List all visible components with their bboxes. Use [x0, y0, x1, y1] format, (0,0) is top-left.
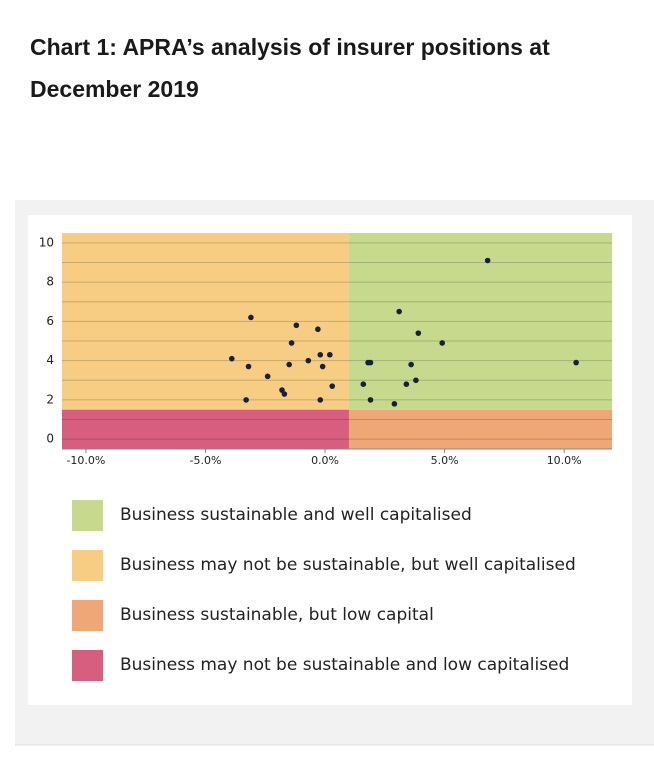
point [315, 326, 321, 333]
x-tick-label: 10.0% [547, 454, 582, 467]
point [243, 397, 249, 403]
point [573, 359, 579, 366]
x-tick-label: -10.0% [66, 454, 105, 467]
x-tick-label: 0.0% [311, 454, 339, 467]
point [329, 383, 336, 389]
y-tick-label: 8 [46, 275, 54, 289]
point [317, 397, 324, 403]
y-tick-label: 2 [46, 392, 54, 406]
region [348, 409, 612, 449]
point [391, 401, 398, 407]
point [319, 363, 326, 370]
point [228, 355, 235, 362]
point [317, 351, 324, 358]
point [264, 373, 271, 380]
y-tick-label: 0 [46, 432, 54, 446]
legend-swatch [72, 500, 103, 531]
legend-swatch [72, 650, 103, 681]
point [305, 357, 312, 364]
x-tick-label: -5.0% [190, 454, 222, 467]
legend-label: Business sustainable and well capitalise… [120, 505, 472, 525]
point [408, 361, 414, 368]
point [415, 330, 422, 336]
legend-label: Business sustainable, but low capital [120, 605, 434, 625]
legend-label: Business may not be sustainable and low … [120, 655, 569, 675]
point [403, 381, 410, 388]
point [484, 257, 491, 264]
region [348, 233, 612, 410]
point [245, 363, 252, 370]
point [248, 314, 254, 321]
point [396, 308, 402, 315]
point [367, 397, 374, 403]
chart-title: Chart 1: APRA’s analysis of insurer posi… [30, 34, 550, 102]
point [286, 361, 292, 368]
legend-swatch [72, 550, 103, 581]
point [439, 340, 446, 346]
point [327, 351, 333, 358]
y-tick-label: 10 [39, 235, 54, 249]
legend-swatch [72, 600, 103, 631]
region [62, 409, 349, 449]
point [413, 377, 419, 384]
legend-label: Business may not be sustainable, but wel… [120, 555, 576, 575]
point [367, 359, 374, 366]
point [288, 340, 295, 346]
y-tick-label: 4 [46, 353, 54, 367]
point [360, 381, 367, 388]
region [62, 233, 349, 410]
point [281, 391, 288, 397]
y-tick-label: 6 [46, 314, 54, 328]
x-tick-label: 5.0% [431, 454, 459, 467]
point [293, 322, 300, 329]
